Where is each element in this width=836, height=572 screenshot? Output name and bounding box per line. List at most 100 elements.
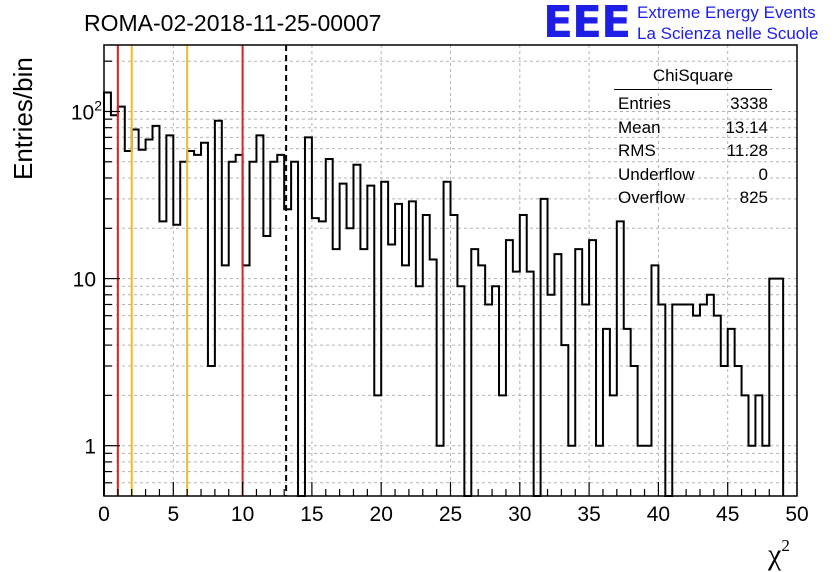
x-tick-label: 45 [716, 503, 739, 526]
x-tick-label: 25 [439, 503, 462, 526]
x-axis-label-base: χ [768, 538, 782, 571]
histogram-bin [416, 286, 423, 496]
histogram-bin [603, 329, 610, 496]
histogram-bin [159, 221, 166, 496]
histogram-bin [728, 329, 735, 496]
histogram-bin [305, 137, 312, 496]
histogram-bin [187, 151, 194, 496]
histogram-bin [353, 165, 360, 496]
stats-value: 825 [739, 188, 768, 208]
chart-title: ROMA-02-2018-11-25-00007 [84, 10, 382, 36]
histogram-bin [686, 304, 693, 496]
stats-value: 13.14 [725, 117, 768, 137]
histogram-bin [340, 184, 347, 496]
histogram-bin [395, 204, 402, 496]
logo-line-1: Extreme Energy Events [637, 3, 816, 22]
grid-lines [104, 45, 797, 496]
histogram-bin [347, 228, 354, 496]
x-tick-label: 10 [231, 503, 254, 526]
histogram-bin [208, 366, 215, 496]
x-tick-label: 50 [785, 503, 808, 526]
stats-row-entries: Entries 3338 [610, 92, 776, 116]
histogram-bin [312, 218, 319, 496]
histogram-bin [735, 366, 742, 496]
histogram-bin [381, 182, 388, 496]
logo-mark: EEE [543, 0, 631, 48]
histogram-bin [153, 126, 160, 496]
x-tick-label: 20 [370, 503, 393, 526]
x-tick-label: 35 [577, 503, 600, 526]
histogram-bin [679, 304, 686, 496]
eee-logo: EEE Extreme Energy Events La Scienza nel… [543, 0, 833, 48]
histogram-bin [485, 304, 492, 496]
histogram-bin [388, 244, 395, 496]
histogram-bin [617, 221, 624, 496]
histogram-bin [409, 201, 416, 496]
stats-value: 0 [758, 164, 768, 184]
histogram-bin [132, 130, 139, 496]
stats-label: RMS [618, 141, 656, 161]
histogram-bin [561, 345, 568, 496]
reference-lines [116, 45, 288, 496]
histogram-bin [541, 199, 548, 496]
histogram-bin [125, 151, 132, 496]
histogram-bin [700, 304, 707, 496]
y-axis-label: Entries/bin [8, 57, 39, 180]
stats-label: Overflow [618, 188, 686, 208]
histogram-bin [457, 286, 464, 496]
histogram-bin [139, 150, 146, 496]
stats-label: Underflow [618, 164, 695, 184]
y-tick-label: 10 [73, 269, 96, 292]
histogram-bin [277, 155, 284, 496]
histogram-bin [769, 279, 776, 496]
histogram-bin [146, 139, 153, 496]
histogram-bin [201, 143, 208, 496]
histogram-bin [776, 279, 783, 496]
histogram-bin [554, 254, 561, 496]
histogram-bin [721, 366, 728, 496]
stats-row-underflow: Underflow 0 [610, 163, 776, 187]
histogram-bin [631, 366, 638, 496]
stats-title: ChiSquare [614, 66, 772, 90]
histogram-bin [236, 155, 243, 496]
stats-row-rms: RMS 11.28 [610, 139, 776, 163]
stats-row-mean: Mean 13.14 [610, 116, 776, 140]
histogram-bin [582, 304, 589, 496]
histogram-bin [215, 121, 222, 496]
stats-label: Mean [618, 117, 661, 137]
histogram-bin [319, 221, 326, 496]
histogram-bin [624, 329, 631, 496]
x-tick-label: 40 [647, 503, 670, 526]
axes [103, 44, 798, 497]
histogram-bin [693, 316, 700, 496]
y-axis-label-text: Entries/bin [8, 57, 38, 180]
stats-row-overflow: Overflow 825 [610, 186, 776, 210]
x-axis-label: χ2 [768, 536, 790, 572]
histogram-bars [103, 91, 785, 497]
stats-value: 11.28 [726, 141, 768, 161]
logo-line-2: La Scienza nelle Scuole [637, 24, 819, 43]
y-tick-label: 1 [84, 436, 96, 459]
histogram-bin [111, 115, 118, 496]
stats-box: ChiSquare Entries 3338 Mean 13.14 RMS 11… [610, 66, 776, 210]
stats-value: 3338 [730, 94, 768, 113]
histogram-bin [492, 286, 499, 496]
histogram-bin [658, 304, 665, 496]
x-tick-label: 15 [300, 503, 323, 526]
histogram-bin [444, 182, 451, 496]
histogram-outline [103, 91, 785, 497]
histogram-bin [520, 215, 527, 496]
histogram-bin [367, 186, 374, 496]
x-axis-label-sup: 2 [781, 536, 790, 555]
y-tick-label: 102 [71, 97, 102, 124]
histogram-bin [714, 316, 721, 496]
x-tick-label: 5 [167, 503, 179, 526]
histogram-bin [672, 304, 679, 496]
histogram-bin [118, 107, 125, 496]
histogram-bin [423, 215, 430, 496]
tick-labels: 0 5 10 15 20 25 30 35 40 45 50 1 10 102 [71, 97, 809, 526]
x-tick-label: 0 [98, 503, 110, 526]
stats-label: Entries [618, 94, 671, 113]
histogram-bin [173, 225, 180, 496]
